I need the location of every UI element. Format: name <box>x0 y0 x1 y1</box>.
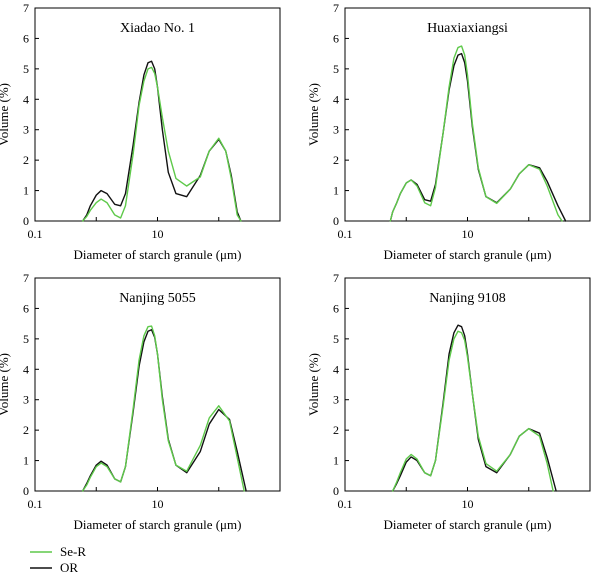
y-tick-label: 3 <box>23 393 29 407</box>
chart-panel-3: 0 1 2 3 4 5 6 7 0.1 10 Nanjing 5055 Diameter of sta… <box>0 271 281 532</box>
x-tick-label: 0.1 <box>28 497 43 511</box>
panel-title: Nanjing 9108 <box>429 291 506 306</box>
y-tick-label: 5 <box>333 62 339 76</box>
x-tick-label: 10 <box>152 227 164 241</box>
panel-title: Xiadao No. 1 <box>120 21 195 36</box>
legend-label-se-r: Se-R <box>60 544 86 559</box>
x-tick-label: 10 <box>462 227 474 241</box>
series-line-se-r <box>391 330 554 492</box>
y-axis-label: Volume (%) <box>306 83 321 146</box>
x-axis-label: Diameter of starch granule (μm) <box>384 517 552 532</box>
x-tick-label: 10 <box>152 497 164 511</box>
series-line-se-r <box>389 45 563 222</box>
y-tick-label: 4 <box>333 362 339 376</box>
y-tick-label: 3 <box>23 123 29 137</box>
y-tick-label: 2 <box>333 153 339 167</box>
x-tick-label: 10 <box>462 497 474 511</box>
legend-label-or: OR <box>60 560 78 575</box>
y-tick-label: 6 <box>333 31 339 45</box>
y-tick-label: 0 <box>333 214 339 228</box>
y-tick-label: 6 <box>333 301 339 315</box>
y-axis-label: Volume (%) <box>0 353 11 416</box>
y-tick-label: 0 <box>23 214 29 228</box>
y-tick-label: 1 <box>23 454 29 468</box>
y-tick-label: 6 <box>23 301 29 315</box>
y-axis-label: Volume (%) <box>0 83 11 146</box>
y-tick-label: 5 <box>333 332 339 346</box>
y-tick-label: 2 <box>333 423 339 437</box>
y-tick-label: 5 <box>23 62 29 76</box>
x-axis-label: Diameter of starch granule (μm) <box>74 247 242 262</box>
y-tick-label: 2 <box>23 423 29 437</box>
chart-panel-4: 0 1 2 3 4 5 6 7 0.1 10 Nanjing 9108 Diameter of sta… <box>306 271 591 532</box>
y-tick-label: 3 <box>333 393 339 407</box>
y-tick-label: 1 <box>333 184 339 198</box>
plot-frame <box>344 7 591 222</box>
panel-title: Huaxiaxiangsi <box>427 21 508 36</box>
x-axis-label: Diameter of starch granule (μm) <box>384 247 552 262</box>
plot-frame <box>344 277 591 492</box>
plot-frame <box>34 7 281 222</box>
chart-panel-2: 0 1 2 3 4 5 6 7 0.1 10 Huaxiaxiangsi Diameter of st… <box>306 1 591 262</box>
x-axis-label: Diameter of starch granule (μm) <box>74 517 242 532</box>
y-tick-label: 7 <box>333 1 339 15</box>
y-tick-label: 0 <box>23 484 29 498</box>
y-tick-label: 2 <box>23 153 29 167</box>
y-tick-label: 5 <box>23 332 29 346</box>
x-tick-label: 0.1 <box>338 497 353 511</box>
x-tick-label: 0.1 <box>338 227 353 241</box>
y-tick-label: 0 <box>333 484 339 498</box>
x-tick-label: 0.1 <box>28 227 43 241</box>
y-tick-label: 7 <box>333 271 339 285</box>
y-tick-label: 7 <box>23 271 29 285</box>
series-line-or <box>81 329 247 492</box>
y-tick-label: 6 <box>23 31 29 45</box>
series-line-or <box>389 52 567 222</box>
panel-title: Nanjing 5055 <box>119 291 196 306</box>
y-tick-label: 1 <box>23 184 29 198</box>
y-tick-label: 1 <box>333 454 339 468</box>
plot-frame <box>34 277 281 492</box>
y-tick-label: 4 <box>23 92 29 106</box>
y-axis-label: Volume (%) <box>306 353 321 416</box>
y-tick-label: 7 <box>23 1 29 15</box>
legend: Se-R OR <box>30 544 86 575</box>
y-tick-label: 3 <box>333 123 339 137</box>
series-line-se-r <box>81 66 242 222</box>
series-line-se-r <box>81 325 245 492</box>
y-tick-label: 4 <box>333 92 339 106</box>
y-tick-label: 4 <box>23 362 29 376</box>
chart-panel-1: 0 1 2 3 4 5 6 7 0.1 10 Xiadao No. 1 Diameter of sta… <box>0 1 281 262</box>
